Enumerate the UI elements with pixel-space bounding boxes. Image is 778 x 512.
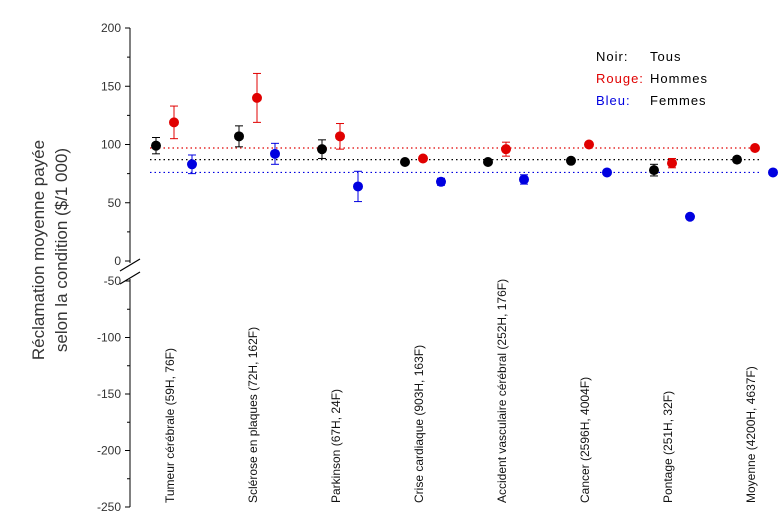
data-point bbox=[768, 167, 778, 178]
data-point bbox=[732, 154, 742, 165]
data-point bbox=[584, 139, 594, 150]
legend-label: Hommes bbox=[650, 71, 708, 86]
axis-break-mark bbox=[119, 258, 141, 272]
axis-break-mark bbox=[119, 271, 141, 285]
category-labels: Tumeur cérébrale (59H, 76F) Sclérose en p… bbox=[163, 279, 758, 503]
data-point bbox=[400, 156, 410, 167]
data-point bbox=[649, 165, 659, 176]
category-label: Crise cardiaque (903H, 163F) bbox=[412, 345, 426, 503]
data-point bbox=[483, 156, 493, 167]
legend-key: Bleu: bbox=[596, 93, 631, 108]
axes: 200 150 100 50 0 -50 -100 -150 -200 -250 bbox=[97, 21, 141, 512]
legend-key: Noir: bbox=[596, 49, 628, 64]
data-point bbox=[418, 153, 428, 164]
data-point bbox=[501, 144, 511, 155]
legend-label: Femmes bbox=[650, 93, 707, 108]
data-point bbox=[335, 131, 345, 142]
data-point bbox=[685, 211, 695, 222]
y-tick-label: 200 bbox=[101, 21, 121, 35]
category-label: Pontage (251H, 32F) bbox=[661, 391, 675, 503]
legend-key: Rouge: bbox=[596, 71, 644, 86]
category-label: Moyenne (4200H, 4637F) bbox=[744, 366, 758, 503]
data-point bbox=[519, 174, 529, 185]
data-point bbox=[270, 148, 280, 159]
category-label: Cancer (2596H, 4004F) bbox=[578, 377, 592, 503]
data-marks bbox=[151, 72, 778, 222]
data-point bbox=[187, 159, 197, 170]
data-point bbox=[602, 167, 612, 178]
category-label: Accident vasculaire cérébral (252H, 176F… bbox=[495, 279, 509, 503]
data-point bbox=[667, 158, 677, 169]
data-point bbox=[436, 176, 446, 187]
y-tick-label: -200 bbox=[97, 444, 121, 458]
y-tick-label: 100 bbox=[101, 138, 121, 152]
legend-label: Tous bbox=[650, 49, 681, 64]
data-point bbox=[234, 131, 244, 142]
data-point bbox=[151, 140, 161, 151]
y-axis-label: Réclamation moyenne payée selon la condit… bbox=[29, 140, 71, 360]
y-tick-label: 50 bbox=[108, 196, 122, 210]
data-point bbox=[169, 117, 179, 128]
data-point bbox=[750, 142, 760, 153]
y-tick-label: -50 bbox=[104, 274, 122, 288]
category-label: Sclérose en plaques (72H, 162F) bbox=[246, 327, 260, 503]
data-point bbox=[353, 181, 363, 192]
y-axis-label-line: selon la condition ($/1 000) bbox=[52, 148, 71, 352]
y-tick-label: 150 bbox=[101, 79, 121, 93]
y-tick-label: 0 bbox=[114, 254, 121, 268]
y-tick-label: -150 bbox=[97, 387, 121, 401]
y-tick-label: -100 bbox=[97, 331, 121, 345]
data-point bbox=[317, 144, 327, 155]
category-label: Tumeur cérébrale (59H, 76F) bbox=[163, 348, 177, 503]
data-point bbox=[566, 155, 576, 166]
data-point bbox=[252, 92, 262, 103]
legend: Noir: Tous Rouge: Hommes Bleu: Femmes bbox=[596, 49, 708, 108]
y-axis-label-line: Réclamation moyenne payée bbox=[29, 140, 48, 360]
category-label: Parkinson (67H, 24F) bbox=[329, 389, 343, 503]
y-tick-label: -250 bbox=[97, 500, 121, 512]
